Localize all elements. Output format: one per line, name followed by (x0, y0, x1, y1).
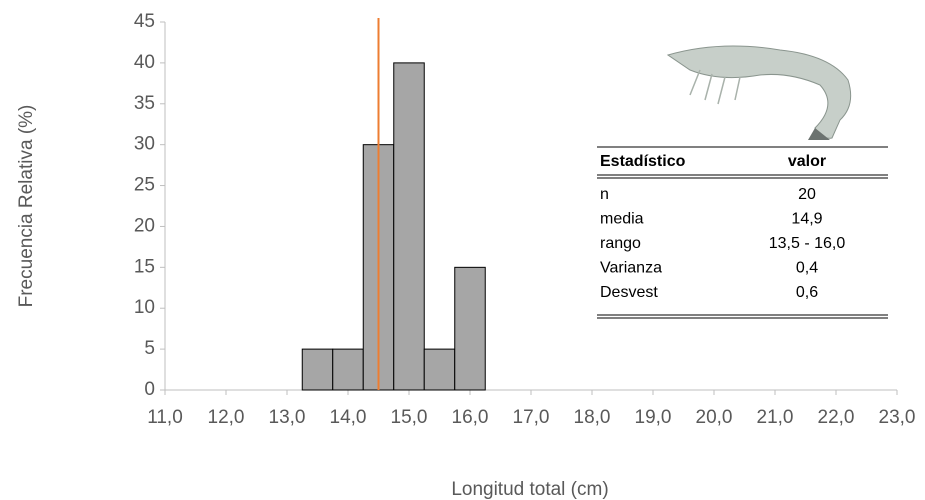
x-tick-label: 22,0 (818, 407, 855, 428)
bar (454, 266, 486, 391)
table-cell: media (600, 211, 644, 228)
y-tick-label: 0 (144, 379, 155, 400)
stats-table (597, 146, 888, 319)
x-tick-label: 12,0 (208, 407, 245, 428)
x-tick-label: 11,0 (147, 407, 183, 428)
table-cell: n (600, 186, 609, 203)
table-cell: Desvest (600, 284, 658, 301)
y-tick-label: 10 (134, 297, 155, 318)
x-tick-label: 15,0 (391, 407, 428, 428)
y-axis-label: Frecuencia Relativa (%) (16, 105, 37, 308)
x-tick-label: 14,0 (330, 407, 367, 428)
y-tick-label: 35 (134, 93, 155, 114)
y-tick-label: 30 (134, 134, 155, 155)
table-cell: 14,9 (791, 211, 822, 228)
x-tick-label: 18,0 (574, 407, 611, 428)
table-header: valor (788, 153, 826, 170)
y-tick-label: 20 (134, 215, 155, 236)
table-cell: Varianza (600, 260, 662, 277)
x-tick-label: 13,0 (269, 407, 306, 428)
table-cell: rango (600, 235, 641, 252)
y-tick-label: 25 (134, 175, 155, 196)
bar (423, 348, 456, 391)
bar (393, 62, 425, 391)
x-tick-label: 19,0 (635, 407, 672, 428)
table-cell: 13,5 - 16,0 (769, 235, 846, 252)
y-tick-label: 5 (144, 338, 155, 359)
x-tick-label: 20,0 (696, 407, 733, 428)
shrimp-image (666, 45, 852, 140)
table-cell: 20 (798, 186, 816, 203)
y-tick-label: 15 (134, 256, 155, 277)
table-header: Estadístico (600, 153, 686, 170)
table-cell: 0,4 (796, 260, 818, 277)
bar (332, 348, 364, 391)
x-tick-label: 16,0 (452, 407, 489, 428)
table-cell: 0,6 (796, 284, 818, 301)
x-axis-label: Longitud total (cm) (451, 479, 608, 500)
y-tick-label: 40 (134, 52, 155, 73)
x-tick-label: 21,0 (757, 407, 794, 428)
x-tick-label: 23,0 (879, 407, 916, 428)
y-tick-label: 45 (134, 11, 155, 32)
x-tick-label: 17,0 (513, 407, 550, 428)
bar (301, 348, 334, 391)
